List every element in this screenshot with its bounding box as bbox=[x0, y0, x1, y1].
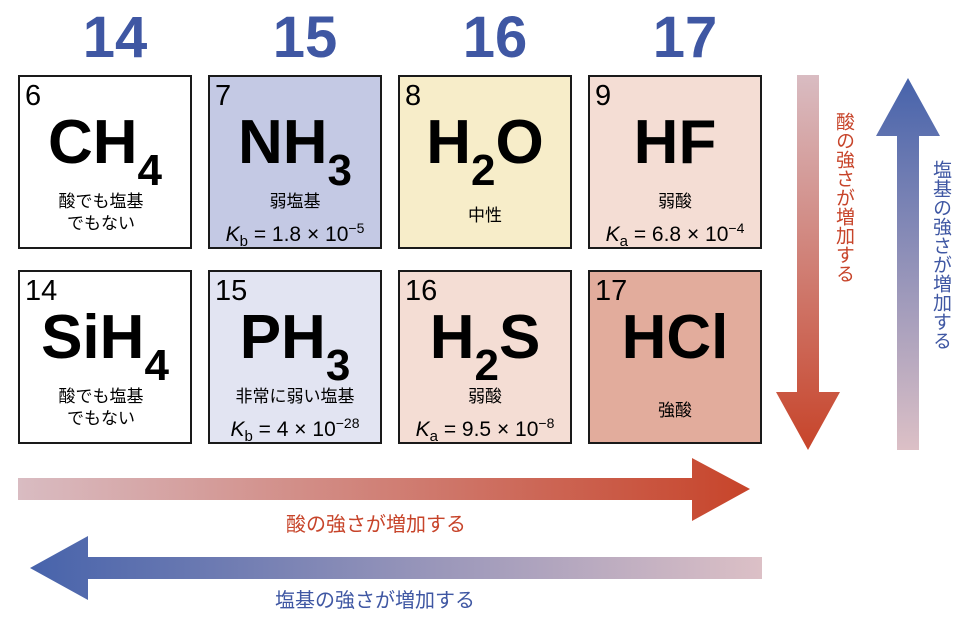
k-symbol: K bbox=[415, 418, 430, 441]
formula-main: SiH bbox=[41, 303, 145, 372]
acid-vertical-arrow bbox=[776, 75, 840, 450]
group-number-16: 16 bbox=[462, 5, 528, 70]
formula-subscript: 4 bbox=[144, 341, 169, 390]
atomic-number: 17 bbox=[595, 275, 628, 307]
k-mantissa: = 1.8 × 10 bbox=[247, 223, 349, 246]
group-number-17: 17 bbox=[652, 5, 718, 70]
description: 非常に弱い塩基 bbox=[235, 387, 355, 407]
formula-subscript: 3 bbox=[325, 341, 351, 390]
base-vertical-arrow bbox=[876, 78, 940, 450]
element-cell-nh3: 7 NH3 弱塩基 Kb = 1.8 × 10−5 bbox=[208, 75, 382, 249]
k-subscript: a bbox=[429, 428, 438, 444]
element-cell-hcl: 17 HCl 強酸 bbox=[588, 270, 762, 444]
k-exponent: −28 bbox=[335, 415, 360, 431]
kb-value: Kb = 4 × 10−28 bbox=[210, 410, 380, 444]
element-cell-hf: 9 HF 弱酸 Ka = 6.8 × 10−4 bbox=[588, 75, 762, 249]
formula-tail: S bbox=[498, 303, 541, 372]
formula-main: PH bbox=[239, 303, 326, 372]
description: 酸でも塩基 でもない bbox=[20, 386, 190, 430]
k-symbol: K bbox=[230, 418, 245, 441]
k-exponent: −4 bbox=[728, 220, 745, 236]
formula-main: HF bbox=[633, 108, 717, 177]
element-cell-h2o: 8 H2O 中性 bbox=[398, 75, 572, 249]
description-line-1: 酸でも塩基 bbox=[58, 192, 144, 212]
description: 酸でも塩基 でもない bbox=[20, 191, 190, 235]
atomic-number: 9 bbox=[595, 80, 612, 112]
formula-main: CH bbox=[47, 108, 138, 177]
k-symbol: K bbox=[225, 223, 240, 246]
formula-main: H bbox=[426, 108, 472, 177]
atomic-number: 16 bbox=[405, 275, 438, 307]
group-number-15: 15 bbox=[272, 5, 338, 70]
formula-subscript: 3 bbox=[327, 146, 353, 195]
atomic-number: 15 bbox=[215, 275, 248, 307]
description-line-2: でもない bbox=[67, 214, 135, 234]
element-cell-ph3: 15 PH3 非常に弱い塩基 Kb = 4 × 10−28 bbox=[208, 270, 382, 444]
base-horizontal-arrow bbox=[30, 536, 762, 600]
formula: SiH4 bbox=[20, 302, 190, 388]
formula-tail: O bbox=[495, 108, 544, 177]
group-number-14: 14 bbox=[82, 5, 148, 70]
k-mantissa: = 6.8 × 10 bbox=[627, 223, 729, 246]
k-subscript: a bbox=[619, 233, 628, 249]
element-cell-h2s: 16 H2S 弱酸 Ka = 9.5 × 10−8 bbox=[398, 270, 572, 444]
base-vertical-label: 塩基の強さが増加する bbox=[930, 160, 952, 350]
element-cell-ch4: 6 CH4 酸でも塩基 でもない bbox=[18, 75, 192, 249]
k-subscript: b bbox=[239, 233, 248, 249]
kb-value: Kb = 1.8 × 10−5 bbox=[210, 215, 380, 249]
description: 中性 bbox=[468, 206, 502, 226]
description: 弱酸 bbox=[468, 387, 502, 407]
k-mantissa: = 9.5 × 10 bbox=[437, 418, 539, 441]
k-subscript: b bbox=[244, 428, 253, 444]
k-exponent: −5 bbox=[348, 220, 365, 236]
formula-main: HCl bbox=[621, 303, 729, 372]
formula-subscript: 2 bbox=[471, 146, 496, 195]
formula: H2O bbox=[400, 107, 570, 193]
acid-horizontal-label: 酸の強さが増加する bbox=[286, 512, 466, 536]
description-line-1: 酸でも塩基 bbox=[58, 387, 144, 407]
ka-value: Ka = 6.8 × 10−4 bbox=[590, 215, 760, 249]
formula: PH3 bbox=[210, 302, 380, 388]
formula: HCl bbox=[590, 302, 760, 374]
atomic-number: 7 bbox=[215, 80, 232, 112]
k-exponent: −8 bbox=[538, 415, 555, 431]
description: 強酸 bbox=[658, 401, 692, 421]
formula-subscript: 2 bbox=[474, 341, 499, 390]
acid-horizontal-arrow bbox=[18, 458, 750, 521]
k-mantissa: = 4 × 10 bbox=[252, 418, 336, 441]
base-horizontal-label: 塩基の強さが増加する bbox=[275, 588, 475, 612]
formula: CH4 bbox=[20, 107, 190, 193]
formula: HF bbox=[590, 107, 760, 179]
k-symbol: K bbox=[605, 223, 620, 246]
formula: NH3 bbox=[210, 107, 380, 193]
formula-main: NH bbox=[237, 108, 328, 177]
ka-value: Ka = 9.5 × 10−8 bbox=[400, 410, 570, 444]
atomic-number: 8 bbox=[405, 80, 422, 112]
acid-vertical-label: 酸の強さが増加する bbox=[833, 112, 855, 283]
description-line-2: でもない bbox=[67, 409, 135, 429]
formula-main: H bbox=[429, 303, 475, 372]
element-cell-sih4: 14 SiH4 酸でも塩基 でもない bbox=[18, 270, 192, 444]
atomic-number: 6 bbox=[25, 80, 42, 112]
description: 弱酸 bbox=[658, 192, 692, 212]
atomic-number: 14 bbox=[25, 275, 58, 307]
formula: H2S bbox=[400, 302, 570, 388]
formula-subscript: 4 bbox=[137, 146, 163, 195]
description: 弱塩基 bbox=[269, 192, 321, 212]
